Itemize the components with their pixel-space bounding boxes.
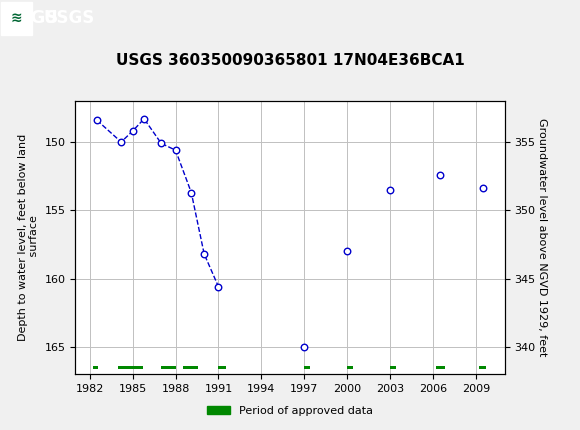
Point [139, 115, 148, 122]
Y-axis label: Depth to water level, feet below land
 surface: Depth to water level, feet below land su… [17, 134, 39, 341]
Text: USGS: USGS [44, 9, 95, 27]
Point [187, 189, 196, 196]
Point [214, 283, 223, 290]
Point [200, 251, 209, 258]
Bar [436, 366, 444, 369]
Y-axis label: Groundwater level above NGVD 1929, feet: Groundwater level above NGVD 1929, feet [536, 118, 546, 357]
Point [478, 185, 488, 192]
Point [92, 117, 101, 123]
Bar [347, 366, 353, 369]
Bar [118, 366, 143, 369]
Bar [183, 366, 198, 369]
Bar [93, 366, 98, 369]
Point [157, 140, 166, 147]
Point [171, 147, 180, 154]
Bar [161, 366, 176, 369]
Bar [219, 366, 226, 369]
Bar [304, 366, 310, 369]
Text: USGS 360350090365801 17N04E36BCA1: USGS 360350090365801 17N04E36BCA1 [115, 53, 465, 68]
Point [386, 186, 395, 193]
Bar [479, 366, 486, 369]
Point [300, 344, 309, 350]
Point [343, 248, 352, 255]
Bar [1, 2, 32, 35]
Point [436, 171, 445, 178]
Point [117, 138, 126, 145]
Point [128, 128, 137, 135]
Text: USGS: USGS [3, 9, 58, 27]
Text: ≋: ≋ [10, 11, 22, 25]
Bar [390, 366, 396, 369]
Legend: Period of approved data: Period of approved data [203, 401, 377, 420]
